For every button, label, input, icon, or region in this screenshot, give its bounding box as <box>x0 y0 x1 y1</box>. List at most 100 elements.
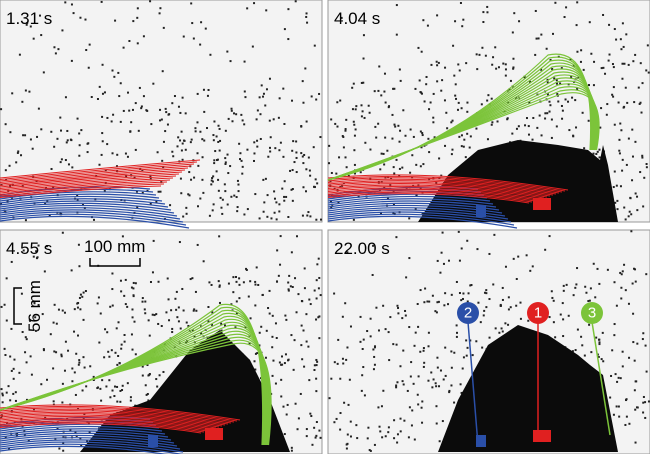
particle <box>158 12 161 15</box>
particle <box>151 313 154 316</box>
particle <box>181 158 184 161</box>
particle <box>256 139 259 142</box>
particle <box>226 203 229 206</box>
particle <box>287 8 290 11</box>
particle <box>466 239 469 242</box>
particle <box>436 366 439 369</box>
marker-circle <box>581 302 603 324</box>
particle <box>25 23 28 26</box>
particle <box>554 336 557 339</box>
particle <box>414 208 417 211</box>
particle <box>191 329 194 332</box>
particle <box>258 217 261 220</box>
particle <box>179 177 182 180</box>
particle <box>121 389 124 392</box>
particle <box>78 132 81 135</box>
particle <box>56 137 59 140</box>
particle <box>275 201 278 204</box>
particle <box>116 153 119 156</box>
particle <box>466 346 469 349</box>
particle <box>157 322 160 325</box>
particle <box>244 96 247 99</box>
particle <box>354 128 357 131</box>
particle <box>605 113 608 116</box>
particle <box>1 392 4 395</box>
particle <box>78 154 81 157</box>
particle <box>157 280 160 283</box>
particle <box>180 130 183 133</box>
particle <box>117 354 120 357</box>
particle <box>260 325 263 328</box>
particle <box>527 133 530 136</box>
particle <box>457 230 460 233</box>
particle <box>37 107 40 110</box>
particle <box>633 359 636 362</box>
particle <box>642 411 645 414</box>
blue-trajectory <box>0 213 187 226</box>
particle <box>636 406 639 409</box>
particle <box>515 97 518 100</box>
particle <box>99 312 102 315</box>
particle <box>369 177 372 180</box>
particle <box>504 265 507 268</box>
particle <box>462 18 465 21</box>
particle <box>8 448 11 451</box>
particle <box>290 188 293 191</box>
particle <box>73 330 76 333</box>
particle <box>610 374 613 377</box>
particle <box>190 2 193 5</box>
particle <box>179 111 182 114</box>
particle <box>146 189 149 192</box>
particle <box>317 316 320 319</box>
particle <box>373 90 376 93</box>
particle <box>620 286 623 289</box>
particle <box>140 105 143 108</box>
particle <box>372 368 375 371</box>
particle <box>241 165 244 168</box>
particle <box>422 349 425 352</box>
particle <box>22 134 25 137</box>
particle <box>106 331 109 334</box>
particle <box>287 359 290 362</box>
particle <box>148 334 151 337</box>
particle <box>615 405 618 408</box>
particle <box>290 446 293 449</box>
particle <box>453 401 456 404</box>
particle <box>190 178 193 181</box>
particle <box>12 367 15 370</box>
red-trajectory <box>327 180 557 195</box>
particle <box>479 321 482 324</box>
particle <box>345 166 348 169</box>
particle <box>22 249 25 252</box>
particle <box>226 50 229 53</box>
particle <box>373 443 376 446</box>
blue-trajectory <box>0 425 163 434</box>
particle <box>315 279 318 282</box>
particle <box>614 373 617 376</box>
particle <box>90 96 93 99</box>
particle <box>123 340 126 343</box>
particle <box>509 306 512 309</box>
particle <box>469 284 472 287</box>
particle <box>283 195 286 198</box>
particle <box>399 365 402 368</box>
particle <box>399 129 402 132</box>
particle <box>417 46 420 49</box>
particle <box>196 92 199 95</box>
particle <box>342 362 345 365</box>
particle <box>619 271 622 274</box>
red-trajectory <box>0 420 208 432</box>
particle <box>268 77 271 80</box>
particle <box>53 145 56 148</box>
particle <box>308 379 311 382</box>
particle <box>619 122 622 125</box>
time-label: 1.31 s <box>6 9 52 28</box>
particle <box>157 190 160 193</box>
particle <box>319 436 322 439</box>
particle <box>406 389 409 392</box>
particle <box>450 121 453 124</box>
particle <box>273 211 276 214</box>
particle <box>238 297 241 300</box>
particle <box>549 104 552 107</box>
particle <box>180 149 183 152</box>
